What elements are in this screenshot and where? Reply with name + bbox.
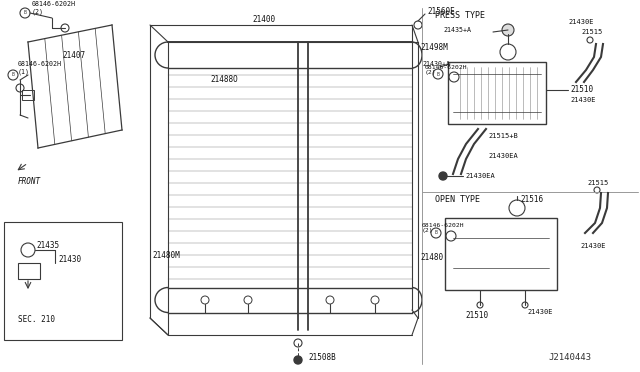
Text: 21510: 21510 xyxy=(570,86,593,94)
Text: 21515+B: 21515+B xyxy=(488,133,518,139)
Text: SEC. 210: SEC. 210 xyxy=(18,315,55,324)
Text: 21430EA: 21430EA xyxy=(488,153,518,159)
Text: 21480: 21480 xyxy=(420,253,443,263)
Text: 08146-6202H
(2): 08146-6202H (2) xyxy=(425,65,468,76)
Text: J2140443: J2140443 xyxy=(548,353,591,362)
Text: 21435: 21435 xyxy=(36,241,59,250)
Text: B: B xyxy=(436,71,440,77)
Text: OPEN TYPE: OPEN TYPE xyxy=(435,196,480,205)
Text: 08146-6202H
(1): 08146-6202H (1) xyxy=(18,61,62,75)
Text: PRESS TYPE: PRESS TYPE xyxy=(435,10,485,19)
Text: 21435+A: 21435+A xyxy=(443,27,471,33)
Text: 21560E: 21560E xyxy=(427,7,455,16)
Text: 21480M: 21480M xyxy=(152,250,180,260)
Bar xyxy=(4,222,122,340)
Text: 21430E: 21430E xyxy=(580,243,605,249)
Circle shape xyxy=(439,172,447,180)
Text: 21508B: 21508B xyxy=(308,353,336,362)
Text: 21430E: 21430E xyxy=(527,309,552,315)
Bar xyxy=(448,62,546,124)
Circle shape xyxy=(294,356,302,364)
Text: B: B xyxy=(24,10,26,16)
Text: 08146-6202H
(2): 08146-6202H (2) xyxy=(422,222,465,233)
Text: 08146-6202H
(2): 08146-6202H (2) xyxy=(32,1,76,15)
Text: 21515: 21515 xyxy=(581,29,602,35)
Text: 21430+A: 21430+A xyxy=(422,61,450,67)
Bar xyxy=(22,90,34,100)
Text: 21430E: 21430E xyxy=(568,19,593,25)
Text: 21510: 21510 xyxy=(465,311,488,320)
Bar xyxy=(445,218,557,290)
Text: 21430: 21430 xyxy=(58,256,81,264)
Text: 21430EA: 21430EA xyxy=(465,173,495,179)
Text: 21498M: 21498M xyxy=(420,44,448,52)
Text: 21430E: 21430E xyxy=(570,97,595,103)
Text: 21407: 21407 xyxy=(62,51,85,60)
Circle shape xyxy=(502,24,514,36)
Text: B: B xyxy=(435,231,437,235)
Text: B: B xyxy=(12,73,15,77)
Text: FRONT: FRONT xyxy=(18,177,41,186)
Text: 21400: 21400 xyxy=(252,15,275,23)
Text: 21515: 21515 xyxy=(587,180,608,186)
Bar xyxy=(18,263,40,279)
Text: 21488O: 21488O xyxy=(210,76,237,84)
Text: 21516: 21516 xyxy=(520,196,543,205)
